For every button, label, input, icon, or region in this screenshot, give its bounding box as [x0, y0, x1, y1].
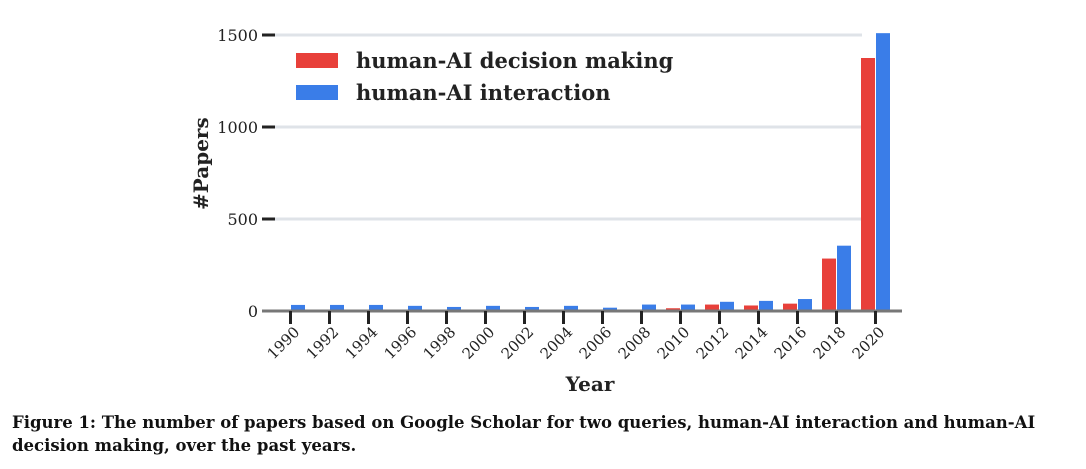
legend-label-decision-making: human-AI decision making — [356, 47, 674, 73]
y-axis-label: #Papers — [189, 117, 213, 210]
legend-swatch-decision-making — [296, 52, 338, 68]
x-axis-label: Year — [565, 372, 615, 396]
bar-interaction-1998 — [447, 306, 461, 311]
bar-interaction-1994 — [369, 304, 383, 311]
y-tick-label: 0 — [248, 302, 258, 321]
bar-interaction-2020 — [876, 33, 890, 311]
bar-interaction-2002 — [525, 306, 539, 311]
x-tick-label: 2006 — [576, 323, 616, 363]
bar-decision-making-2016 — [783, 303, 797, 311]
x-tick-label: 2016 — [771, 323, 811, 363]
y-tick-label: 500 — [227, 210, 258, 229]
bar-interaction-2018 — [837, 245, 851, 311]
bar-decision-making-2012 — [705, 304, 719, 311]
x-tick-label: 2020 — [849, 323, 889, 363]
bar-interaction-2000 — [486, 305, 500, 311]
bar-interaction-1992 — [330, 304, 344, 311]
bar-interaction-1990 — [291, 304, 305, 311]
legend-label-interaction: human-AI interaction — [356, 79, 611, 105]
legend-item-interaction: human-AI interaction — [296, 76, 673, 108]
x-tick-label: 1992 — [303, 323, 343, 363]
x-tick-label: 1996 — [381, 323, 421, 363]
bar-interaction-2006 — [603, 307, 617, 311]
x-tick-label: 1990 — [264, 323, 304, 363]
bar-interaction-2004 — [564, 305, 578, 311]
grid-lines — [262, 33, 862, 221]
bar-interaction-2008 — [642, 304, 656, 311]
bar-interaction-2012 — [720, 301, 734, 311]
bar-decision-making-2020 — [861, 58, 875, 311]
legend-item-decision-making: human-AI decision making — [296, 44, 673, 76]
x-tick-label: 2014 — [732, 323, 772, 363]
x-tick-label: 2000 — [459, 323, 499, 363]
figure-caption: Figure 1: The number of papers based on … — [12, 413, 1036, 455]
y-tick-label: 1000 — [217, 118, 258, 137]
legend-swatch-interaction — [296, 84, 338, 100]
bar-chart: 0 500 1000 1500 1990 1992 1994 1996 1998 2000 2002… — [217, 26, 902, 363]
x-tick-label: 1998 — [420, 323, 460, 363]
bar-decision-making-2014 — [744, 305, 758, 311]
x-tick-label: 1994 — [342, 323, 382, 363]
bar-interaction-1996 — [408, 305, 422, 311]
y-tick-label: 1500 — [217, 26, 258, 45]
x-tick-label: 2010 — [654, 323, 694, 363]
x-tick-label: 2012 — [693, 323, 733, 363]
x-tick-label: 2018 — [810, 323, 850, 363]
legend: human-AI decision making human-AI intera… — [296, 44, 673, 108]
bar-decision-making-2018 — [822, 258, 836, 311]
bar-interaction-2010 — [681, 304, 695, 311]
x-tick-label: 2002 — [498, 323, 538, 363]
bar-interaction-2016 — [798, 299, 812, 311]
x-tick-label: 2004 — [537, 323, 577, 363]
x-tick-label: 2008 — [615, 323, 655, 363]
bar-interaction-2014 — [759, 300, 773, 311]
bars — [291, 33, 890, 311]
